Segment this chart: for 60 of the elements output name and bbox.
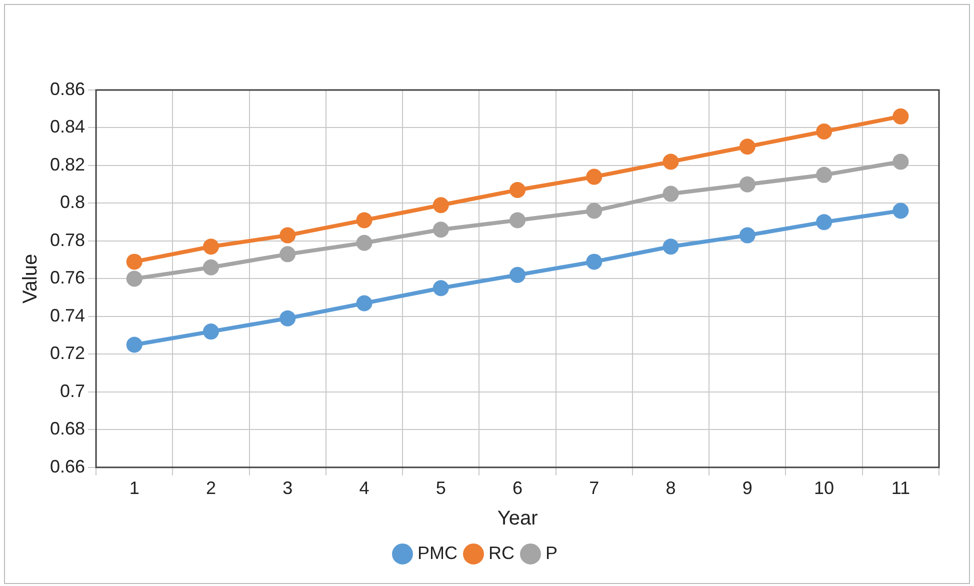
point xyxy=(280,246,296,262)
x-tick-label: 8 xyxy=(666,478,676,498)
point xyxy=(356,234,372,251)
point xyxy=(510,266,526,283)
point xyxy=(586,202,602,219)
point xyxy=(662,186,679,202)
point xyxy=(202,259,219,276)
x-tick-label: 4 xyxy=(359,478,370,498)
point xyxy=(126,270,142,287)
y-tick-label: 0.86 xyxy=(50,78,86,99)
point xyxy=(356,295,372,312)
point xyxy=(586,254,602,270)
point xyxy=(432,280,449,296)
x-tick-label: 11 xyxy=(891,478,910,498)
point xyxy=(892,202,909,219)
point xyxy=(739,227,756,244)
point xyxy=(280,227,296,244)
y-tick-label: 0.76 xyxy=(50,268,86,288)
point xyxy=(739,176,756,192)
x-tick-label: 2 xyxy=(206,478,216,498)
x-tick-label: 3 xyxy=(282,478,293,498)
point xyxy=(662,238,679,255)
point xyxy=(356,212,372,228)
x-tick-label: 9 xyxy=(742,478,752,498)
legend-label: P xyxy=(545,542,558,563)
x-tick-label: 5 xyxy=(436,478,446,498)
y-tick-label: 0.8 xyxy=(60,192,86,212)
x-axis-title: Year xyxy=(497,508,538,530)
point xyxy=(126,336,142,353)
y-tick-label: 0.72 xyxy=(50,343,86,364)
x-tick-label: 1 xyxy=(129,478,140,498)
y-tick-label: 0.78 xyxy=(50,230,86,250)
point xyxy=(432,197,449,214)
point xyxy=(662,154,679,170)
point xyxy=(816,124,832,140)
y-tick-label: 0.7 xyxy=(60,380,86,401)
x-tick-label: 10 xyxy=(814,478,834,498)
legend-label: RC xyxy=(488,542,514,563)
point xyxy=(126,254,142,270)
legend-label: PMC xyxy=(418,542,458,563)
y-tick-label: 0.68 xyxy=(50,418,86,439)
point xyxy=(432,222,449,238)
y-tick-label: 0.82 xyxy=(50,154,86,174)
point xyxy=(816,166,832,183)
point xyxy=(892,154,909,170)
y-tick-label: 0.74 xyxy=(50,305,86,326)
point xyxy=(202,324,219,340)
y-tick-label: 0.84 xyxy=(50,116,86,137)
point xyxy=(510,182,526,198)
x-tick-label: 6 xyxy=(512,478,523,498)
point xyxy=(510,212,526,228)
point xyxy=(816,214,832,230)
x-tick-label: 7 xyxy=(589,478,600,498)
point xyxy=(586,168,602,185)
point xyxy=(202,238,219,255)
point xyxy=(280,310,296,326)
y-tick-label: 0.66 xyxy=(50,456,86,476)
point xyxy=(739,138,756,155)
point xyxy=(892,108,909,124)
y-axis-title: Value xyxy=(20,254,42,304)
